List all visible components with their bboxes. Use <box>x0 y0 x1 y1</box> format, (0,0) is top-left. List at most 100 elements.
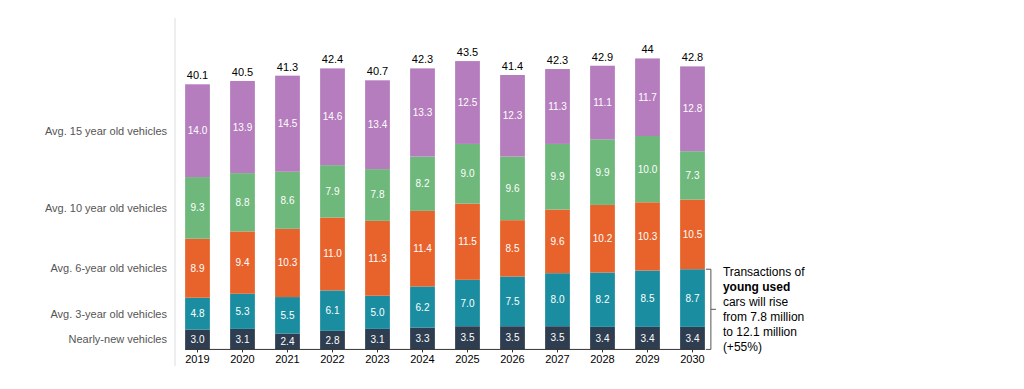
brace <box>706 269 716 349</box>
bar-segment <box>185 84 210 177</box>
bar-segment <box>635 202 660 270</box>
total-label: 43.5 <box>457 46 478 58</box>
bar-segment <box>590 139 615 205</box>
chart: 3.03.12.42.83.13.33.53.53.53.43.43.4Near… <box>0 0 1024 389</box>
data-label: 11.7 <box>638 92 657 103</box>
x-tick <box>422 349 423 352</box>
data-label: 9.9 <box>551 171 565 182</box>
bar-segment <box>455 280 480 326</box>
total-label: 42.8 <box>682 51 703 63</box>
bar-segment <box>590 273 615 327</box>
x-tick-label: 2026 <box>500 353 524 365</box>
data-label: 3.4 <box>686 333 700 344</box>
bar-segment <box>545 326 570 349</box>
total-label: 44 <box>641 43 653 55</box>
data-label: 8.0 <box>551 294 565 305</box>
bar-segment <box>545 273 570 326</box>
data-label: 13.3 <box>413 107 433 118</box>
data-label: 7.8 <box>371 189 385 200</box>
bars <box>185 58 705 349</box>
data-label: 11.0 <box>323 248 342 259</box>
bar-segment <box>410 211 435 287</box>
data-label: 11.4 <box>413 243 432 254</box>
data-label: 3.1 <box>371 334 385 345</box>
data-label: 9.4 <box>236 257 250 268</box>
x-tick <box>647 349 648 352</box>
bar-segment <box>455 204 480 280</box>
bar-segment <box>680 269 705 327</box>
x-tick-label: 2025 <box>455 353 479 365</box>
total-label: 40.5 <box>232 66 253 78</box>
data-label: 9.3 <box>191 202 205 213</box>
bar-segment <box>230 81 255 173</box>
bar-segment <box>455 61 480 144</box>
series-label: Avg. 3-year old vehicles <box>50 308 167 320</box>
bar-segment <box>365 169 390 221</box>
bar-segment <box>500 75 525 157</box>
data-label: 8.7 <box>686 293 700 304</box>
x-axis-line <box>185 349 705 350</box>
data-label: 8.8 <box>236 197 250 208</box>
data-label: 3.5 <box>551 332 565 343</box>
total-label: 42.9 <box>592 51 613 63</box>
bar-segment <box>680 327 705 350</box>
x-tick-label: 2024 <box>410 353 434 365</box>
series-label: Avg. 6-year old vehicles <box>50 262 167 274</box>
data-label: 13.4 <box>368 119 388 130</box>
x-tick <box>377 349 378 352</box>
series-label: Avg. 10 year old vehicles <box>45 202 168 214</box>
data-label: 12.5 <box>458 97 478 108</box>
bar-segment <box>635 327 660 350</box>
data-label: 6.1 <box>326 305 340 316</box>
x-tick <box>602 349 603 352</box>
data-label: 10.2 <box>593 233 613 244</box>
x-tick <box>692 349 693 352</box>
bar-segment <box>590 327 615 350</box>
data-label: 11.3 <box>368 253 387 264</box>
bar-segment <box>410 286 435 327</box>
total-label: 42.4 <box>322 53 343 65</box>
bar-segment <box>545 69 570 144</box>
total-label: 42.3 <box>412 53 433 65</box>
data-label: 8.6 <box>281 195 295 206</box>
bar-segment <box>500 326 525 349</box>
data-label: 3.5 <box>461 332 475 343</box>
x-tick <box>242 349 243 352</box>
bar-segment <box>185 239 210 298</box>
series-label: Avg. 15 year old vehicles <box>45 125 168 137</box>
data-label: 2.4 <box>281 336 295 347</box>
data-label: 8.2 <box>596 294 610 305</box>
x-tick-label: 2028 <box>590 353 614 365</box>
labels: 3.03.12.42.83.13.33.53.53.53.43.43.4Near… <box>45 43 703 347</box>
annotation-line: (+55%) <box>723 340 762 354</box>
x-tick <box>467 349 468 352</box>
bar-segment <box>635 271 660 327</box>
bar-segment <box>455 144 480 204</box>
bar-segment <box>680 151 705 199</box>
data-label: 11.1 <box>593 97 612 108</box>
data-label: 8.5 <box>506 243 520 254</box>
bar-segment <box>635 58 660 136</box>
bar-segment <box>320 218 345 291</box>
data-label: 4.8 <box>191 308 205 319</box>
bar-segment <box>230 173 255 231</box>
bar-segment <box>320 290 345 330</box>
bar-segment <box>500 277 525 327</box>
data-label: 7.3 <box>686 170 700 181</box>
x-tick <box>287 349 288 352</box>
data-label: 10.0 <box>638 164 658 175</box>
bar-segment <box>365 221 390 296</box>
total-label: 41.4 <box>502 60 523 72</box>
bar-segment <box>410 68 435 156</box>
x-tick-label: 2021 <box>275 353 299 365</box>
bar-segment <box>230 294 255 329</box>
bar-segment <box>320 165 345 217</box>
x-tick-label: 2029 <box>635 353 659 365</box>
bar-segment <box>635 136 660 202</box>
data-label: 3.5 <box>506 332 520 343</box>
data-label: 9.6 <box>506 183 520 194</box>
bar-segment <box>365 80 390 169</box>
bar-segment <box>545 210 570 274</box>
bar-segment <box>275 76 300 172</box>
total-label: 42.3 <box>547 54 568 66</box>
